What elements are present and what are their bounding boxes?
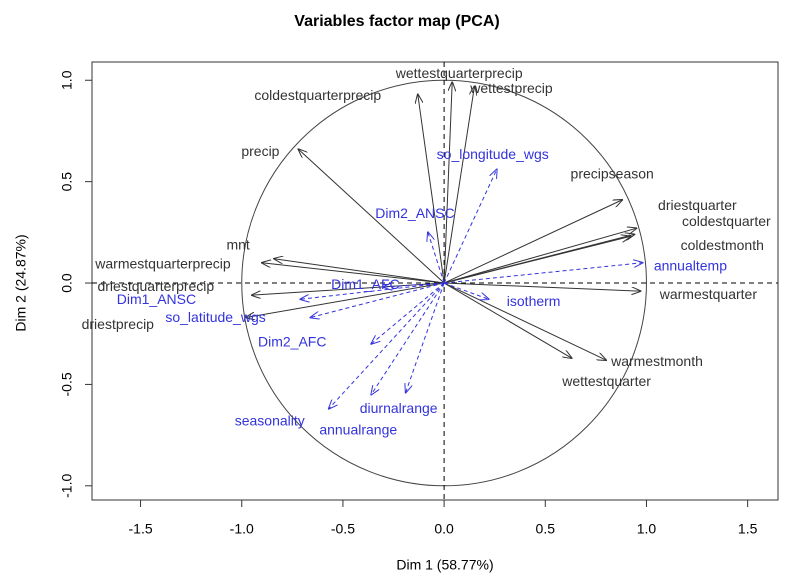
loading-arrow [406,282,445,393]
variable-label: Dim2_AFC [258,334,326,350]
variable-label: wettestquarterprecip [395,65,523,81]
variable-label: Dim2_ANSC [375,205,454,221]
x-tick-label: 1.0 [637,521,657,537]
variable-label: warmestquarterprecip [94,255,231,271]
variable-label: seasonality [235,412,305,428]
y-tick-label: -1.0 [59,474,75,498]
variable-label: warmestquarter [659,286,758,302]
x-tick-label: -1.5 [129,521,153,537]
variable-label: mnt [226,236,249,252]
loading-arrow [252,282,445,295]
loading-arrow [298,149,445,284]
variable-label: coldestquarter [682,213,771,229]
loading-arrow [444,282,640,291]
loading-arrow [418,94,445,284]
loading-arrow [443,86,474,284]
loading-arrow [443,282,489,299]
x-tick-label: -0.5 [331,521,355,537]
loading-arrow [262,263,445,284]
variable-label: warmestmonth [610,353,703,369]
loading-arrow [444,263,642,284]
variable-label: precip [241,143,279,159]
variable-label: driestquarter [658,197,737,213]
variable-label: coldestmonth [681,237,764,253]
variable-label: Dim1_AFC [331,276,399,292]
x-tick-label: 0.5 [536,521,556,537]
loading-arrow [428,232,445,284]
plot-frame [91,61,779,501]
variable-label: diurnalrange [360,400,438,416]
loading-arrow [329,282,445,409]
loading-arrow [371,282,445,344]
y-tick-label: -0.5 [59,372,75,396]
loading-arrow [443,82,452,284]
loading-arrow [443,236,630,284]
x-tick-label: 0.0 [434,521,454,537]
variable-label: so_longitude_wgs [437,146,549,162]
x-tick-label: 1.5 [738,521,758,537]
x-axis-label: Dim 1 (58.77%) [396,557,493,573]
variable-label: annualrange [319,421,397,437]
variable-label: Dim1_ANSC [117,291,196,307]
loading-arrow [274,259,445,284]
y-axis-label: Dim 2 (24.87%) [13,234,29,331]
variable-label: precipseason [571,166,654,182]
chart-title: Variables factor map (PCA) [294,13,499,30]
x-tick-label: -1.0 [230,521,254,537]
loading-arrow [443,228,636,284]
variable-label: annualtemp [654,257,727,273]
variable-label: wettestquarter [561,373,651,389]
y-tick-label: 0.0 [59,273,75,293]
variable-label: isotherm [507,293,561,309]
loading-arrow [443,282,571,358]
y-tick-label: 1.0 [59,70,75,90]
loading-arrow [443,200,622,284]
variable-label: coldestquarterprecip [254,87,381,103]
variable-label: so_latitude_wgs [165,309,265,325]
y-tick-label: 0.5 [59,172,75,192]
variable-label: driestprecip [82,316,155,332]
loading-arrow [443,169,497,284]
loading-arrow [371,282,445,395]
variable-label: driestquarterprecip [97,278,214,294]
loading-arrow [311,282,445,317]
loading-arrow [246,282,445,317]
variable-label: wettestprecip [469,80,553,96]
loading-arrow [443,282,606,360]
loading-arrow [300,282,445,299]
